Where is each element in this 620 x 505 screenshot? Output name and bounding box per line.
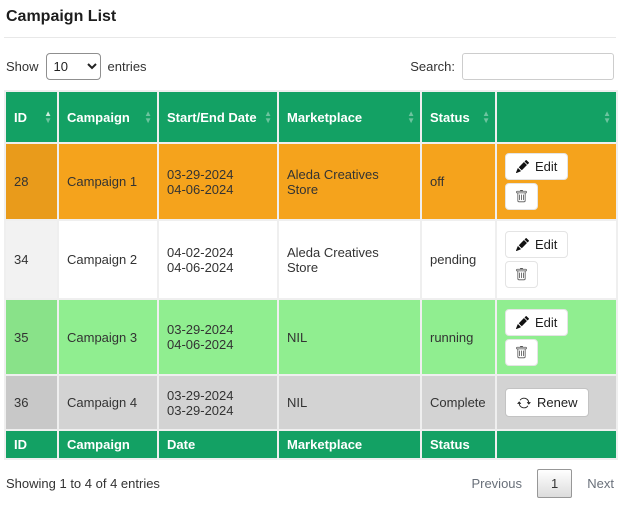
table-row: 34 Campaign 2 04-02-2024 04-06-2024 Aled…	[4, 219, 618, 300]
cell-date: 03-29-2024 04-06-2024	[157, 298, 279, 376]
table-footer-row: ID Campaign Date Marketplace Status	[4, 429, 618, 460]
delete-button[interactable]	[505, 338, 538, 366]
column-header-date[interactable]: Start/End Date ▲ ▼	[157, 90, 279, 144]
sort-arrows-icon: ▲ ▼	[44, 109, 52, 125]
entries-label: entries	[107, 59, 147, 74]
page-title: Campaign List	[6, 8, 117, 25]
delete-button[interactable]	[505, 183, 538, 210]
cell-id: 35	[4, 298, 59, 376]
cell-campaign: Campaign 4	[57, 374, 159, 431]
cell-date: 03-29-2024 04-06-2024	[157, 142, 279, 221]
table-controls: Show 10 entries Search:	[6, 53, 614, 80]
footer-column-status: Status	[420, 429, 497, 460]
campaign-table: ID ▲ ▼ Campaign ▲ ▼ Start/End Date ▲ ▼ Mark…	[4, 90, 618, 460]
cell-status: Complete	[420, 374, 497, 431]
cell-actions: Edit	[495, 219, 618, 300]
cell-marketplace: NIL	[277, 374, 422, 431]
page-length-control: Show 10 entries	[6, 53, 147, 80]
column-header-marketplace[interactable]: Marketplace ▲ ▼	[277, 90, 422, 144]
cell-actions: Renew	[495, 374, 618, 431]
trash-icon	[515, 268, 528, 281]
cell-id: 28	[4, 142, 59, 221]
delete-button[interactable]	[505, 261, 538, 288]
showing-entries-text: Showing 1 to 4 of 4 entries	[6, 476, 160, 491]
cell-status: running	[420, 298, 497, 376]
pencil-icon	[516, 238, 529, 251]
edit-button[interactable]: Edit	[505, 231, 569, 258]
table-row: 35 Campaign 3 03-29-2024 04-06-2024 NIL …	[4, 298, 618, 376]
column-header-campaign[interactable]: Campaign ▲ ▼	[57, 90, 159, 144]
pencil-icon	[516, 160, 529, 173]
trash-icon	[515, 345, 528, 359]
page-number-button[interactable]: 1	[537, 469, 573, 498]
cell-date: 03-29-2024 03-29-2024	[157, 374, 279, 431]
cell-id: 34	[4, 219, 59, 300]
table-info-bar: Showing 1 to 4 of 4 entries Previous 1 N…	[6, 469, 614, 498]
table-header-row: ID ▲ ▼ Campaign ▲ ▼ Start/End Date ▲ ▼ Mark…	[4, 90, 618, 144]
cell-marketplace: Aleda Creatives Store	[277, 219, 422, 300]
footer-column-actions	[495, 429, 618, 460]
search-label: Search:	[410, 59, 455, 74]
table-row: 36 Campaign 4 03-29-2024 03-29-2024 NIL …	[4, 374, 618, 431]
table-row: 28 Campaign 1 03-29-2024 04-06-2024 Aled…	[4, 142, 618, 221]
cell-campaign: Campaign 1	[57, 142, 159, 221]
sort-arrows-icon: ▲ ▼	[407, 109, 415, 125]
cell-date: 04-02-2024 04-06-2024	[157, 219, 279, 300]
footer-column-id: ID	[4, 429, 59, 460]
footer-column-campaign: Campaign	[57, 429, 159, 460]
column-header-actions[interactable]: ▲ ▼	[495, 90, 618, 144]
cell-status: off	[420, 142, 497, 221]
search-control: Search:	[410, 53, 614, 80]
previous-button[interactable]: Previous	[471, 476, 523, 491]
cell-campaign: Campaign 3	[57, 298, 159, 376]
cell-status: pending	[420, 219, 497, 300]
edit-button[interactable]: Edit	[505, 308, 569, 336]
sort-arrows-icon: ▲ ▼	[264, 109, 272, 125]
cell-actions: Edit	[495, 142, 618, 221]
show-label: Show	[6, 59, 39, 74]
next-button[interactable]: Next	[587, 476, 614, 491]
title-divider	[4, 37, 616, 38]
footer-column-date: Date	[157, 429, 279, 460]
edit-button[interactable]: Edit	[505, 153, 569, 180]
column-header-id[interactable]: ID ▲ ▼	[4, 90, 59, 144]
footer-column-marketplace: Marketplace	[277, 429, 422, 460]
cell-campaign: Campaign 2	[57, 219, 159, 300]
pagination: Previous 1 Next	[471, 469, 614, 498]
sort-arrows-icon: ▲ ▼	[144, 109, 152, 125]
sort-arrows-icon: ▲ ▼	[603, 109, 611, 125]
cell-actions: Edit	[495, 298, 618, 376]
pencil-icon	[516, 315, 529, 329]
search-input[interactable]	[462, 53, 614, 80]
trash-icon	[515, 190, 528, 203]
renew-button[interactable]: Renew	[505, 388, 590, 417]
refresh-icon	[517, 396, 531, 410]
cell-id: 36	[4, 374, 59, 431]
sort-arrows-icon: ▲ ▼	[482, 109, 490, 125]
cell-marketplace: Aleda Creatives Store	[277, 142, 422, 221]
page-length-select[interactable]: 10	[45, 53, 101, 80]
cell-marketplace: NIL	[277, 298, 422, 376]
column-header-status[interactable]: Status ▲ ▼	[420, 90, 497, 144]
